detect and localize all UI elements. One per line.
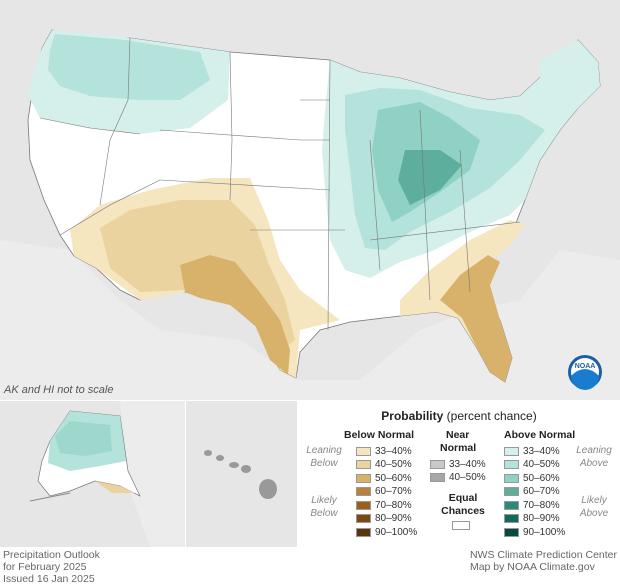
main-map: NOAA AK and HI not to scale	[0, 0, 620, 400]
above-normal-legend-row: 70–80%	[504, 499, 560, 511]
conus-map-svg: NOAA	[27, 29, 602, 390]
above-normal-swatch	[504, 487, 519, 496]
above-normal-swatch	[504, 446, 519, 456]
noaa-logo-text: NOAA	[575, 363, 596, 370]
above-normal-swatch	[504, 460, 519, 469]
hawaii-island	[229, 462, 239, 468]
below-normal-range-label: 90–100%	[375, 526, 418, 538]
equal-chances-label: Equal Chances	[441, 492, 485, 517]
above-normal-swatch	[504, 527, 519, 537]
above-normal-legend-row: 50–60%	[504, 472, 560, 484]
outlook-period: for February 2025	[3, 561, 87, 573]
credit-cpc: NWS Climate Prediction Center	[469, 549, 617, 561]
near-normal-range-label: 40–50%	[449, 472, 486, 483]
footer-left: Precipitation Outlook for February 2025 …	[3, 549, 100, 585]
likely-below-label: Likely Below	[310, 495, 338, 519]
near-normal-swatch	[430, 473, 445, 482]
below-normal-legend-row: 80–90%	[356, 513, 412, 525]
below-normal-range-label: 40–50%	[375, 459, 412, 470]
hawaii-island	[204, 450, 212, 456]
above-normal-region-northeast	[540, 40, 600, 120]
above-normal-range-label: 33–40%	[523, 445, 560, 457]
footer-right: NWS Climate Prediction Center Map by NOA…	[470, 549, 617, 573]
near-normal-swatch	[430, 459, 445, 469]
below-normal-legend-row: 33–40%	[356, 445, 412, 457]
above-normal-range-label: 90–100%	[523, 526, 566, 538]
issue-date: Issued 16 Jan 2025	[3, 573, 95, 585]
above-normal-swatch	[504, 473, 519, 483]
below-normal-range-label: 70–80%	[375, 499, 412, 511]
credit-climate-gov: Map by NOAA Climate.gov	[469, 561, 595, 573]
below-normal-range-label: 33–40%	[375, 445, 412, 457]
hawaii-island	[259, 479, 277, 499]
hawaii-island	[241, 465, 251, 473]
above-normal-range-label: 80–90%	[523, 513, 560, 524]
above-normal-legend-row: 90–100%	[504, 526, 565, 538]
below-normal-swatch	[356, 514, 371, 523]
above-normal-range-label: 70–80%	[523, 499, 560, 511]
likely-above-label: Likely Above	[579, 495, 609, 519]
near-normal-range-label: 33–40%	[449, 458, 486, 470]
above-normal-region-east-60	[398, 150, 462, 205]
below-normal-swatch	[356, 446, 371, 456]
above-normal-legend-row: 40–50%	[504, 459, 560, 471]
below-normal-legend-row: 40–50%	[356, 459, 412, 471]
legend: Probability (percent chance) Below Norma…	[298, 401, 620, 547]
above-normal-range-label: 60–70%	[523, 486, 560, 497]
above-normal-swatch	[504, 514, 519, 523]
below-normal-range-label: 50–60%	[375, 472, 412, 484]
alaska-inset	[0, 401, 185, 547]
below-normal-swatch	[356, 473, 371, 483]
leaning-above-label: Leaning Above	[576, 445, 612, 469]
above-normal-range-label: 40–50%	[523, 459, 560, 470]
above-normal-legend-row: 80–90%	[504, 513, 560, 525]
hawaii-inset	[186, 401, 297, 547]
hawaii-map-svg	[204, 450, 277, 499]
below-normal-swatch	[356, 460, 371, 469]
above-normal-legend-row: 60–70%	[504, 486, 560, 498]
equal-chances-swatch	[452, 521, 470, 530]
legend-title: Probability (percent chance)	[381, 409, 537, 423]
above-normal-legend-row: 33–40%	[504, 445, 560, 457]
near-normal-heading-1: Near	[446, 429, 470, 441]
leaning-below-label: Leaning Below	[306, 445, 342, 469]
near-normal-legend-row: 33–40%	[430, 458, 486, 470]
noaa-logo-icon: NOAA	[568, 355, 602, 390]
below-normal-range-label: 60–70%	[375, 486, 412, 497]
scale-note: AK and HI not to scale	[4, 384, 114, 396]
below-normal-region-southeast-40	[440, 255, 512, 382]
below-normal-legend-row: 70–80%	[356, 499, 412, 511]
below-normal-range-label: 80–90%	[375, 513, 412, 524]
below-normal-legend-row: 90–100%	[356, 526, 417, 538]
below-normal-legend-row: 50–60%	[356, 472, 412, 484]
below-normal-swatch	[356, 527, 371, 537]
above-normal-heading: Above Normal	[504, 429, 576, 441]
below-normal-heading: Below Normal	[344, 429, 415, 441]
near-normal-legend-row: 40–50%	[430, 472, 486, 484]
near-normal-heading-2: Normal	[440, 442, 477, 454]
below-normal-legend-row: 60–70%	[356, 486, 412, 498]
below-normal-region-southwest-50	[180, 255, 290, 375]
above-normal-swatch	[504, 500, 519, 510]
state-borders	[39, 37, 521, 331]
alaska-map-svg	[29, 401, 185, 547]
outlook-title: Precipitation Outlook	[3, 549, 100, 561]
above-normal-range-label: 50–60%	[523, 472, 560, 484]
hawaii-island	[216, 455, 224, 461]
below-normal-swatch	[356, 500, 371, 510]
below-normal-swatch	[356, 487, 371, 496]
